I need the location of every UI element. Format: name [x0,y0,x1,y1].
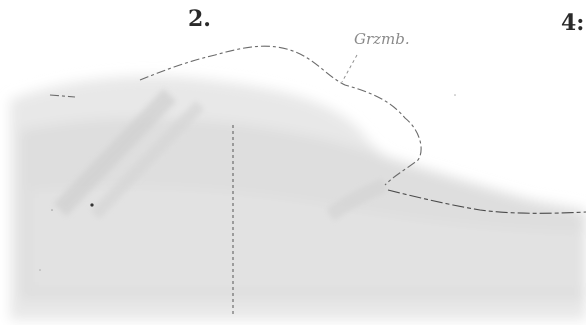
speck [51,209,53,211]
tissue-mass [10,76,586,320]
speck [454,94,456,96]
figure-number-right: 4: [561,10,585,36]
lower-contour [387,189,586,214]
annotation-label: Grzmb. [354,30,410,48]
speck [39,269,41,271]
tissue-outline [49,45,422,186]
figure-number-left: 2. [188,6,211,32]
annotation-pointer [341,54,358,83]
speck [90,203,94,207]
diagonal-fibres [53,88,388,221]
